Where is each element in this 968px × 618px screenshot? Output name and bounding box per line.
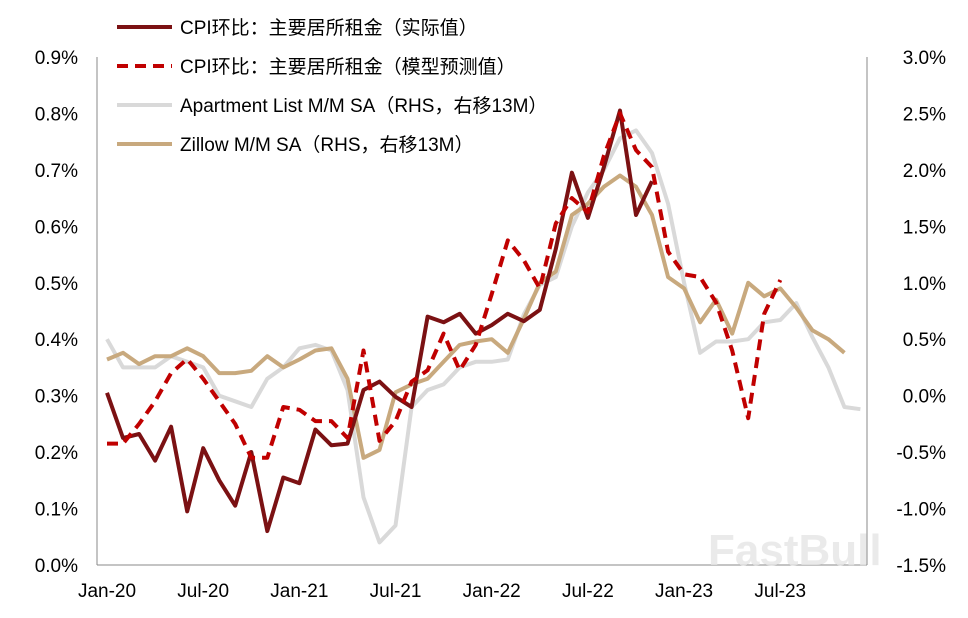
left-tick-label: 0.7%	[35, 161, 78, 182]
left-tick-label: 0.6%	[35, 217, 78, 238]
legend-label: Zillow M/M SA（RHS，右移13M）	[180, 134, 473, 156]
axes: 0.0% 0.1% 0.2% 0.3% 0.4% 0.5% 0.6% 0.7% 0.8% 0.9%…	[35, 48, 946, 602]
left-tick-label: 0.3%	[35, 387, 78, 408]
legend: CPI环比：主要居所租金（实际值） CPI环比：主要居所租金（模型预测值） Apar…	[117, 17, 547, 156]
x-tick-label: Jul-22	[562, 581, 614, 602]
series-layer	[105, 108, 861, 545]
left-tick-label: 0.9%	[35, 48, 78, 69]
left-tick-label: 0.0%	[35, 556, 78, 577]
right-tick-label: -1.0%	[896, 500, 946, 521]
legend-label: Apartment List M/M SA（RHS，右移13M）	[180, 95, 547, 117]
left-tick-label: 0.4%	[35, 330, 78, 351]
right-tick-label: -0.5%	[896, 443, 946, 464]
series-line-2	[105, 128, 861, 545]
left-tick-label: 0.8%	[35, 104, 78, 125]
x-tick-label: Jan-22	[463, 581, 521, 602]
right-tick-label: 0.5%	[903, 330, 946, 351]
series-line-1	[107, 111, 783, 460]
left-tick-label: 0.1%	[35, 500, 78, 521]
watermark: FastBull	[708, 526, 882, 575]
x-tick-label: Jan-20	[78, 581, 136, 602]
x-tick-label: Jul-21	[370, 581, 422, 602]
left-tick-label: 0.2%	[35, 443, 78, 464]
right-tick-label: -1.5%	[896, 556, 946, 577]
legend-label: CPI环比：主要居所租金（模型预测值）	[180, 56, 516, 78]
x-tick-label: Jul-20	[177, 581, 229, 602]
series-line-3	[106, 173, 846, 460]
x-tick-label: Jan-21	[270, 581, 328, 602]
series-line-0	[105, 108, 654, 534]
x-tick-label: Jan-23	[655, 581, 713, 602]
right-tick-label: 2.0%	[903, 161, 946, 182]
right-tick-label: 3.0%	[903, 48, 946, 69]
right-tick-label: 0.0%	[903, 387, 946, 408]
right-tick-label: 1.5%	[903, 217, 946, 238]
left-tick-label: 0.5%	[35, 274, 78, 295]
x-tick-label: Jul-23	[754, 581, 806, 602]
legend-label: CPI环比：主要居所租金（实际值）	[180, 17, 478, 39]
right-tick-label: 2.5%	[903, 104, 946, 125]
right-tick-label: 1.0%	[903, 274, 946, 295]
